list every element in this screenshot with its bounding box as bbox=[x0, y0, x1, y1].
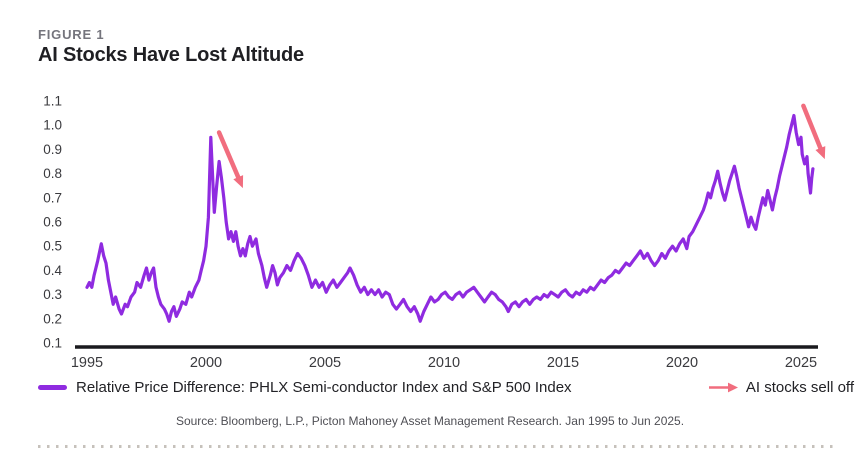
y-tick-label: 0.8 bbox=[43, 166, 62, 181]
selloff-annotation-arrowhead bbox=[233, 175, 244, 189]
selloff-legend-label: AI stocks sell off bbox=[745, 379, 854, 396]
y-tick-label: 1.0 bbox=[43, 118, 62, 133]
x-tick-label: 2020 bbox=[666, 355, 698, 371]
figure-label: FIGURE 1 bbox=[38, 27, 105, 42]
selloff-annotation-arrow bbox=[216, 130, 243, 184]
relative-price-line bbox=[85, 113, 815, 323]
x-tick-label: 2010 bbox=[428, 355, 460, 371]
chart-title: AI Stocks Have Lost Altitude bbox=[38, 44, 304, 66]
series-legend-label: Relative Price Difference: PHLX Semi-con… bbox=[76, 379, 572, 396]
y-tick-label: 0.1 bbox=[43, 336, 62, 351]
y-tick-label: 0.9 bbox=[43, 142, 62, 157]
selloff-arrow-icon bbox=[707, 381, 739, 394]
dotted-divider bbox=[38, 445, 834, 448]
selloff-annotation-arrowhead bbox=[815, 146, 826, 160]
chart-legend: Relative Price Difference: PHLX Semi-con… bbox=[38, 379, 854, 396]
selloff-annotation-arrow bbox=[801, 103, 825, 155]
x-tick-label: 2005 bbox=[309, 355, 341, 371]
y-tick-label: 0.7 bbox=[43, 190, 62, 205]
source-note: Source: Bloomberg, L.P., Picton Mahoney … bbox=[175, 414, 685, 428]
x-tick-label: 2015 bbox=[547, 355, 579, 371]
x-tick-label: 1995 bbox=[71, 355, 103, 371]
series-line-swatch bbox=[38, 385, 67, 390]
y-tick-label: 0.4 bbox=[43, 263, 62, 278]
y-tick-label: 1.1 bbox=[43, 94, 62, 109]
x-tick-label: 2000 bbox=[190, 355, 222, 371]
x-tick-label: 2025 bbox=[785, 355, 817, 371]
y-tick-label: 0.3 bbox=[43, 287, 62, 302]
y-tick-label: 0.2 bbox=[43, 311, 62, 326]
y-tick-label: 0.5 bbox=[43, 239, 62, 254]
y-tick-label: 0.6 bbox=[43, 215, 62, 230]
